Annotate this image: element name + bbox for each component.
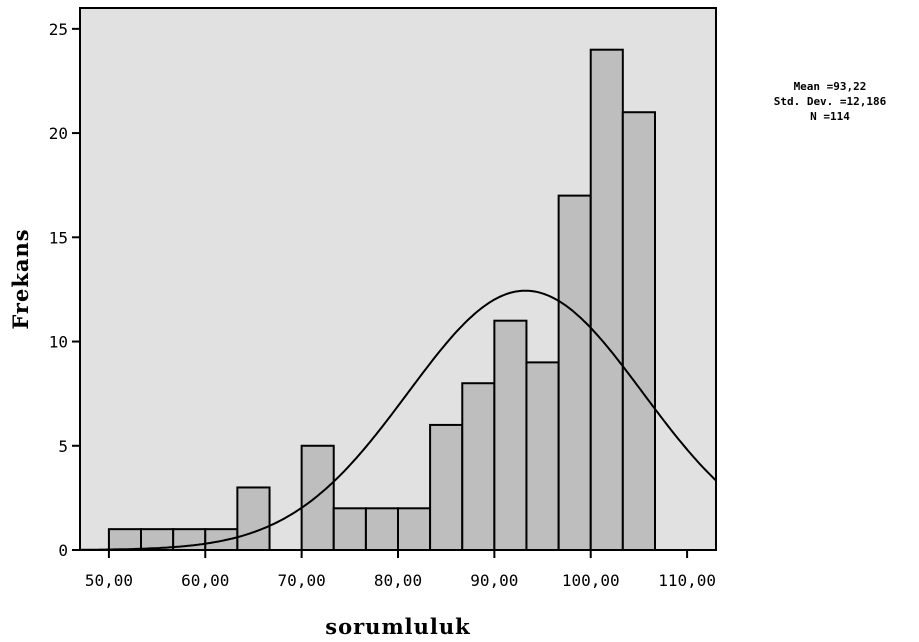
x-tick-label: 50,00 xyxy=(85,571,133,590)
histogram-bar xyxy=(300,444,335,551)
x-tick-label: 80,00 xyxy=(374,571,422,590)
x-axis: 50,00 60,00 70,00 80,00 90,00 100,00 110,00 xyxy=(85,550,716,590)
y-tick-label: 5 xyxy=(58,437,68,456)
histogram-bar xyxy=(204,528,239,552)
histogram-bar xyxy=(493,319,528,552)
x-tick-label: 90,00 xyxy=(470,571,518,590)
y-axis: 0 5 10 15 20 25 xyxy=(49,20,80,560)
stats-std-dev: Std. Dev. =12,186 xyxy=(774,95,887,108)
x-tick-label: 60,00 xyxy=(181,571,229,590)
histogram-bars xyxy=(107,48,657,552)
y-tick-label: 15 xyxy=(49,228,68,247)
histogram-bar xyxy=(461,382,496,551)
histogram-bar xyxy=(236,486,271,552)
histogram-bar xyxy=(429,423,464,551)
y-tick-label: 10 xyxy=(49,333,68,352)
normal-curve xyxy=(80,289,717,551)
y-tick-label: 20 xyxy=(49,124,68,143)
histogram-bar xyxy=(525,361,560,551)
histogram-bar xyxy=(557,194,592,551)
y-tick-label: 0 xyxy=(58,541,68,560)
stats-n: N =114 xyxy=(810,110,850,123)
x-axis-title: sorumluluk xyxy=(325,614,470,639)
histogram-bar xyxy=(621,111,657,551)
histogram-bar xyxy=(332,507,367,551)
histogram-bar xyxy=(589,48,624,551)
histogram-bar xyxy=(107,528,142,552)
x-tick-label: 70,00 xyxy=(278,571,326,590)
histogram-bar xyxy=(364,507,400,551)
y-axis-title: Frekans xyxy=(8,228,33,329)
y-tick-label: 25 xyxy=(49,20,68,39)
stats-mean: Mean =93,22 xyxy=(794,80,867,93)
x-tick-label: 100,00 xyxy=(562,571,620,590)
x-tick-label: 110,00 xyxy=(658,571,716,590)
stats-box: Mean =93,22 Std. Dev. =12,186 N =114 xyxy=(774,80,887,123)
histogram-bar xyxy=(397,507,432,551)
